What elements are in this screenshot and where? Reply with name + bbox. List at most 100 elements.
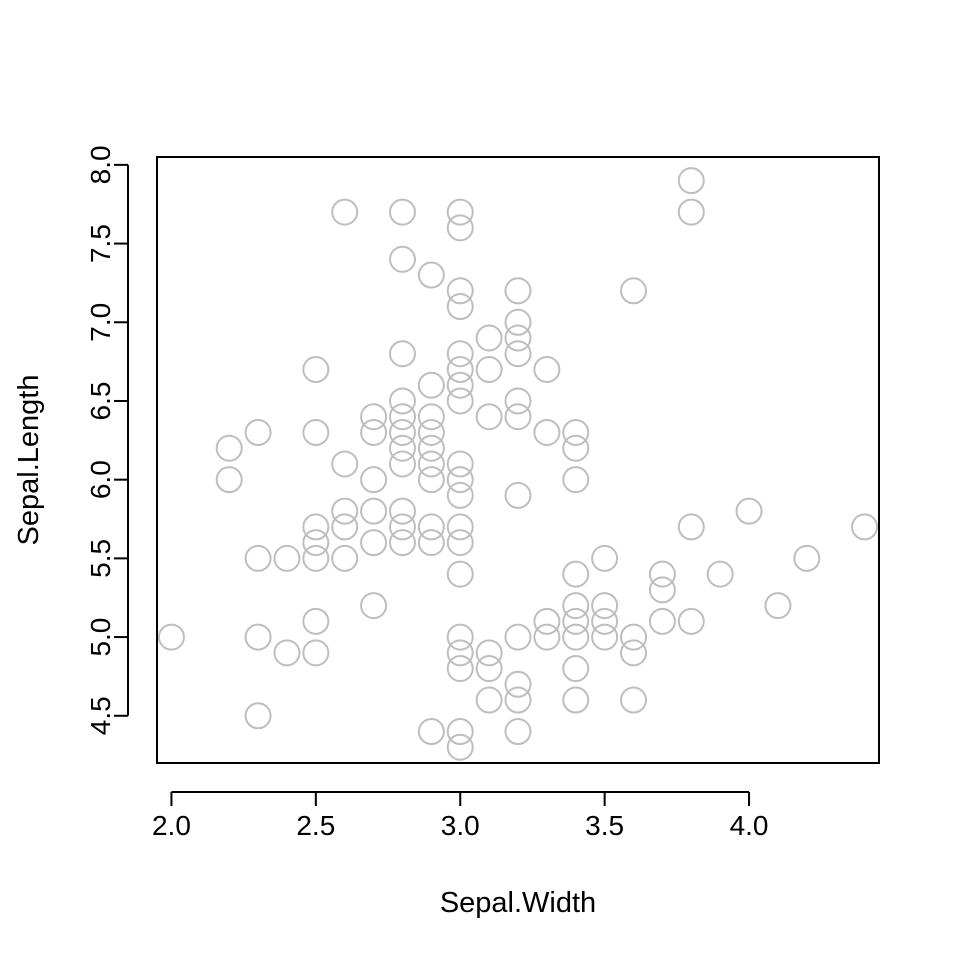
data-point (157, 623, 185, 651)
x-axis-label: Sepal.Width (440, 887, 596, 919)
data-point (417, 466, 445, 494)
data-point (562, 418, 590, 446)
data-point (388, 340, 416, 368)
data-point (504, 670, 532, 698)
data-point (446, 198, 474, 226)
data-point (793, 544, 821, 572)
data-point (446, 655, 474, 683)
data-point (620, 277, 648, 305)
data-point (388, 198, 416, 226)
data-point (388, 513, 416, 541)
data-point (302, 544, 330, 572)
y-tick-label: 5.0 (85, 618, 116, 657)
data-point (446, 277, 474, 305)
data-points (157, 167, 879, 761)
y-tick-label: 6.5 (85, 382, 116, 421)
data-point (533, 607, 561, 635)
data-point (446, 623, 474, 651)
data-point (388, 497, 416, 525)
data-point (764, 592, 792, 620)
data-point (244, 623, 272, 651)
data-point (273, 544, 301, 572)
data-point (475, 355, 503, 383)
data-point (446, 733, 474, 761)
data-point (388, 450, 416, 478)
data-point (446, 355, 474, 383)
data-point (446, 513, 474, 541)
data-point (677, 167, 705, 195)
data-point (446, 340, 474, 368)
data-point (388, 387, 416, 415)
data-point (302, 639, 330, 667)
data-point (677, 198, 705, 226)
data-point (302, 355, 330, 383)
plot-frame (156, 156, 880, 764)
data-point (331, 513, 359, 541)
data-point (244, 418, 272, 446)
data-point (562, 592, 590, 620)
data-point (706, 560, 734, 588)
data-point (851, 513, 879, 541)
y-tick-label: 6.0 (85, 460, 116, 499)
y-tick-label: 5.5 (85, 539, 116, 578)
y-tick-label: 4.5 (85, 696, 116, 735)
data-point (475, 655, 503, 683)
data-point (388, 418, 416, 446)
data-point (244, 544, 272, 572)
data-point (388, 529, 416, 557)
x-tick-label: 3.0 (441, 810, 480, 841)
data-point (302, 607, 330, 635)
data-point (331, 544, 359, 572)
data-point (417, 261, 445, 289)
data-point (620, 686, 648, 714)
data-point (446, 718, 474, 746)
data-point (562, 607, 590, 635)
data-point (417, 718, 445, 746)
data-point (273, 639, 301, 667)
y-tick-label: 8.0 (85, 145, 116, 184)
data-point (302, 513, 330, 541)
data-point (504, 277, 532, 305)
data-point (504, 403, 532, 431)
data-point (648, 576, 676, 604)
y-axis: 4.5 5.0 5.5 6.0 6.5 7.0 7.5 8.0 (85, 145, 129, 735)
data-point (504, 718, 532, 746)
data-point (446, 214, 474, 242)
data-point (620, 623, 648, 651)
data-point (648, 607, 676, 635)
data-point (533, 418, 561, 446)
data-point (446, 387, 474, 415)
data-point (331, 198, 359, 226)
data-point (360, 497, 388, 525)
data-point (475, 639, 503, 667)
data-point (388, 434, 416, 462)
data-point (302, 418, 330, 446)
data-point (360, 403, 388, 431)
data-point (562, 686, 590, 714)
data-point (446, 450, 474, 478)
data-point (591, 544, 619, 572)
data-point (302, 529, 330, 557)
data-point (504, 623, 532, 651)
data-point (562, 623, 590, 651)
data-point (446, 371, 474, 399)
data-point (648, 560, 676, 588)
y-tick-label: 7.0 (85, 303, 116, 342)
x-tick-label: 3.5 (585, 810, 624, 841)
y-axis-label: Sepal.Length (13, 375, 45, 546)
data-point (446, 639, 474, 667)
data-point (446, 529, 474, 557)
data-point (388, 245, 416, 273)
data-point (244, 702, 272, 730)
data-point (562, 655, 590, 683)
data-point (475, 403, 503, 431)
data-point (533, 355, 561, 383)
data-point (417, 371, 445, 399)
data-point (475, 686, 503, 714)
data-point (475, 324, 503, 352)
data-point (417, 403, 445, 431)
data-point (504, 340, 532, 368)
data-point (562, 560, 590, 588)
x-tick-label: 2.0 (152, 810, 191, 841)
